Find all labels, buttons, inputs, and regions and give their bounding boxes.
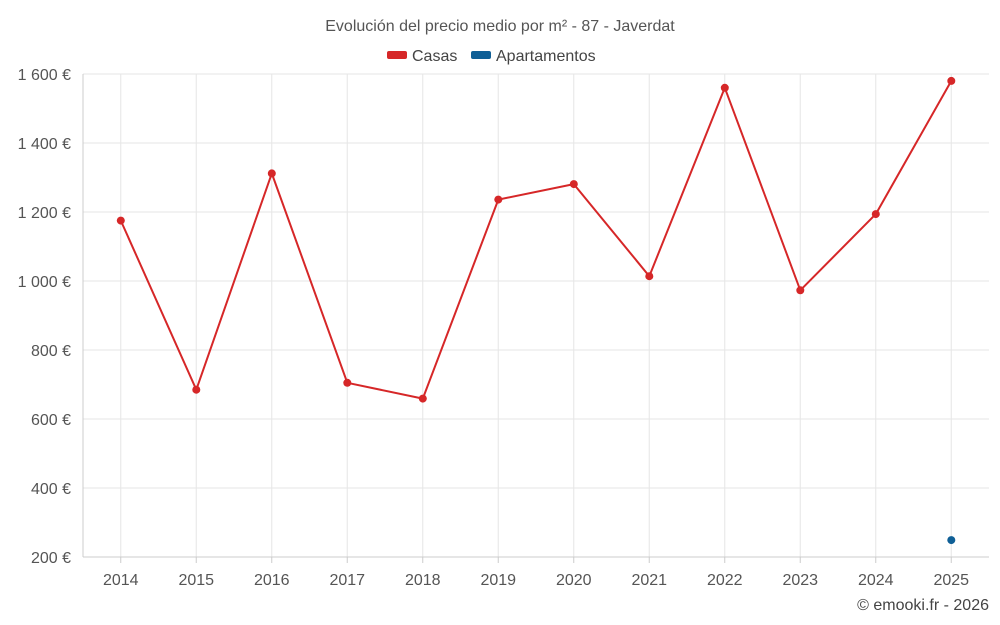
y-tick-label: 1 200 € xyxy=(18,205,71,222)
data-point-casas-2019[interactable] xyxy=(494,195,503,204)
x-tick-label: 2018 xyxy=(405,572,441,589)
x-tick-label: 2014 xyxy=(103,572,139,589)
data-point-casas-2022[interactable] xyxy=(720,83,729,92)
data-point-casas-2017[interactable] xyxy=(343,378,352,387)
chart-title: Evolución del precio medio por m² - 87 -… xyxy=(325,18,675,35)
axes xyxy=(82,74,989,563)
data-point-casas-2021[interactable] xyxy=(645,272,654,281)
data-point-casas-2023[interactable] xyxy=(796,286,805,295)
legend-swatch-apartamentos xyxy=(471,51,491,59)
credit-text: © emooki.fr - 2026 xyxy=(857,597,989,614)
data-point-casas-2024[interactable] xyxy=(871,210,880,219)
x-axis-tick-labels: 2014 2015 2016 2017 2018 2019 2020 2021 2022 2023… xyxy=(103,572,969,589)
y-axis-tick-labels: 200 € 400 € 600 € 800 € 1 000 € 1 200 € 1 400 … xyxy=(18,67,71,567)
legend-label-apartamentos: Apartamentos xyxy=(496,48,596,65)
legend[interactable]: Casas Apartamentos xyxy=(387,48,596,65)
x-tick-label: 2021 xyxy=(631,572,667,589)
x-tick-label: 2023 xyxy=(782,572,818,589)
series-line-casas xyxy=(119,80,953,400)
y-tick-label: 1 400 € xyxy=(18,136,71,153)
x-tick-label: 2019 xyxy=(480,572,516,589)
y-tick-label: 600 € xyxy=(31,412,71,429)
legend-label-casas: Casas xyxy=(412,48,457,65)
x-tick-label: 2025 xyxy=(933,572,969,589)
legend-item-casas[interactable]: Casas xyxy=(387,48,457,65)
x-tick-label: 2015 xyxy=(178,572,214,589)
x-tick-label: 2024 xyxy=(858,572,894,589)
data-point-casas-2025[interactable] xyxy=(947,76,956,85)
grid xyxy=(83,73,989,557)
data-point-casas-2015[interactable] xyxy=(192,385,201,394)
y-tick-label: 1 600 € xyxy=(18,67,71,84)
data-point-casas-2014[interactable] xyxy=(116,216,125,225)
y-tick-label: 1 000 € xyxy=(18,274,71,291)
x-tick-label: 2020 xyxy=(556,572,592,589)
series xyxy=(116,76,956,545)
data-point-casas-2016[interactable] xyxy=(267,169,276,178)
legend-swatch-casas xyxy=(387,51,407,59)
legend-item-apartamentos[interactable]: Apartamentos xyxy=(471,48,596,65)
x-tick-label: 2017 xyxy=(329,572,365,589)
x-tick-label: 2022 xyxy=(707,572,743,589)
x-tick-label: 2016 xyxy=(254,572,290,589)
data-point-apartamentos-2025[interactable] xyxy=(947,536,956,545)
y-tick-label: 800 € xyxy=(31,343,71,360)
data-point-casas-2020[interactable] xyxy=(569,180,578,189)
data-point-casas-2018[interactable] xyxy=(418,394,427,403)
y-tick-label: 400 € xyxy=(31,481,71,498)
y-tick-label: 200 € xyxy=(31,550,71,567)
